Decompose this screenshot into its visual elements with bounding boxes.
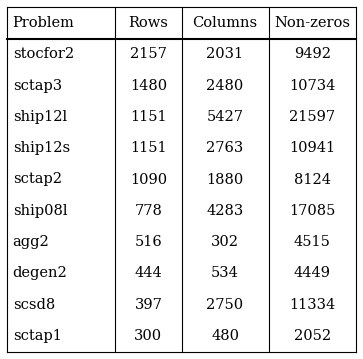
Text: stocfor2: stocfor2 <box>13 47 74 61</box>
Text: 8124: 8124 <box>294 173 331 186</box>
Text: 2480: 2480 <box>207 79 244 93</box>
Text: 302: 302 <box>211 235 239 249</box>
Text: 4283: 4283 <box>207 204 244 218</box>
Text: 11334: 11334 <box>289 298 335 312</box>
Text: sctap1: sctap1 <box>13 329 62 343</box>
Text: degen2: degen2 <box>13 266 68 280</box>
Text: 534: 534 <box>211 266 239 280</box>
Text: Rows: Rows <box>129 16 168 30</box>
Text: 10734: 10734 <box>289 79 335 93</box>
Text: 516: 516 <box>135 235 162 249</box>
Text: 480: 480 <box>211 329 239 343</box>
Text: Problem: Problem <box>13 16 74 30</box>
Text: agg2: agg2 <box>13 235 49 249</box>
Text: 2763: 2763 <box>207 141 244 155</box>
Text: Columns: Columns <box>192 16 258 30</box>
Text: 1880: 1880 <box>207 173 244 186</box>
Text: Non-zeros: Non-zeros <box>274 16 350 30</box>
Text: 1090: 1090 <box>130 173 167 186</box>
Text: 778: 778 <box>134 204 162 218</box>
Text: ship08l: ship08l <box>13 204 67 218</box>
Text: 2750: 2750 <box>207 298 244 312</box>
Text: scsd8: scsd8 <box>13 298 55 312</box>
Text: 1480: 1480 <box>130 79 167 93</box>
Text: 444: 444 <box>135 266 162 280</box>
Text: 2157: 2157 <box>130 47 167 61</box>
Text: 1151: 1151 <box>130 141 167 155</box>
Text: sctap2: sctap2 <box>13 173 62 186</box>
Text: 21597: 21597 <box>289 110 335 124</box>
Text: 4449: 4449 <box>294 266 331 280</box>
Text: 10941: 10941 <box>289 141 335 155</box>
Text: 17085: 17085 <box>289 204 335 218</box>
Text: 9492: 9492 <box>294 47 331 61</box>
Text: 2052: 2052 <box>294 329 331 343</box>
Text: 300: 300 <box>134 329 163 343</box>
Text: ship12l: ship12l <box>13 110 67 124</box>
Text: 2031: 2031 <box>207 47 244 61</box>
Text: ship12s: ship12s <box>13 141 70 155</box>
Text: 397: 397 <box>134 298 162 312</box>
Text: sctap3: sctap3 <box>13 79 62 93</box>
Text: 5427: 5427 <box>207 110 244 124</box>
Text: 4515: 4515 <box>294 235 331 249</box>
Text: 1151: 1151 <box>130 110 167 124</box>
